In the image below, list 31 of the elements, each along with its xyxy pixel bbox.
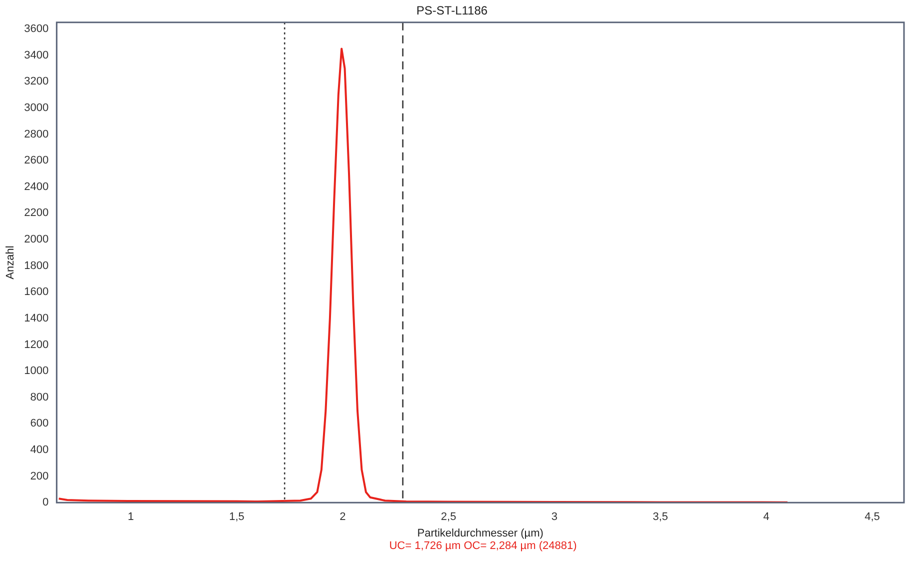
x-axis-title: Partikeldurchmesser (µm) xyxy=(417,527,544,540)
y-tick-label: 1400 xyxy=(24,312,49,324)
y-tick-label: 600 xyxy=(30,418,49,430)
y-tick-label: 3200 xyxy=(24,76,49,88)
text: UC= 1,726 µm OC= 2,284 µm (24881) xyxy=(388,540,578,552)
y-tick-label: 0 xyxy=(42,496,49,509)
y-axis-title: Anzahl xyxy=(4,246,17,280)
y-tick-label: 2200 xyxy=(24,207,49,220)
y-tick-label: 3000 xyxy=(24,102,49,114)
y-tick-label: 2600 xyxy=(24,154,49,167)
x-tick-label: 1 xyxy=(128,511,134,524)
x-tick-label: 1,5 xyxy=(229,511,244,524)
y-tick-label: 2000 xyxy=(24,234,49,246)
y-tick-label: 3400 xyxy=(24,49,49,62)
y-tick-label: 2800 xyxy=(24,128,49,140)
y-tick-label: 1000 xyxy=(24,365,49,378)
x-tick-label: 2 xyxy=(340,511,346,524)
x-tick-label: 2,5 xyxy=(440,511,456,524)
x-tick-label: 4 xyxy=(763,511,770,524)
y-tick-label: 2400 xyxy=(24,180,49,193)
y-tick-label: 1800 xyxy=(24,260,49,272)
chart-title: PS-ST-L1186 xyxy=(416,4,488,18)
y-tick-label: 1600 xyxy=(24,286,49,298)
y-tick-label: 3600 xyxy=(24,23,49,36)
y-tick-label: 200 xyxy=(30,470,49,482)
x-tick-label: 3 xyxy=(551,511,558,524)
x-tick-label: 4,5 xyxy=(864,511,880,524)
x-tick-label: 3,5 xyxy=(652,511,668,524)
y-tick-label: 400 xyxy=(30,444,49,456)
y-tick-label: 1200 xyxy=(24,338,49,351)
y-tick-label: 800 xyxy=(30,391,49,404)
